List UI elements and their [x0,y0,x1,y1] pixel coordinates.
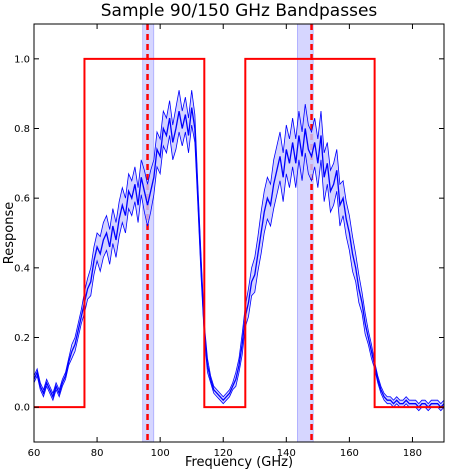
chart-title: Sample 90/150 GHz Bandpasses [101,1,378,21]
x-tick-label: 100 [151,448,170,459]
y-tick-label: 0.6 [14,194,30,205]
x-tick-label: 120 [214,448,233,459]
x-tick-label: 60 [28,448,41,459]
y-tick-label: 0.4 [14,263,30,274]
x-axis-label: Frequency (GHz) [185,455,293,470]
plot-frame [33,23,445,443]
x-axis-ticks: 60 80 100 120 140 160 180 [28,24,422,459]
measured-response-line [33,107,445,409]
y-tick-label: 0.0 [14,403,30,414]
x-tick-label: 180 [403,448,422,459]
x-tick-label: 80 [91,448,104,459]
y-tick-label: 0.8 [14,124,30,135]
y-tick-label: 0.2 [14,333,30,344]
y-axis-ticks: 0.0 0.2 0.4 0.6 0.8 1.0 [14,54,444,414]
y-axis-label: Response [2,202,17,264]
x-tick-label: 140 [277,448,296,459]
plot-area [33,23,445,443]
y-tick-label: 1.0 [14,54,30,65]
band-edge-layer [34,57,444,409]
x-tick-label: 160 [340,448,359,459]
band-edge-line [34,57,444,409]
